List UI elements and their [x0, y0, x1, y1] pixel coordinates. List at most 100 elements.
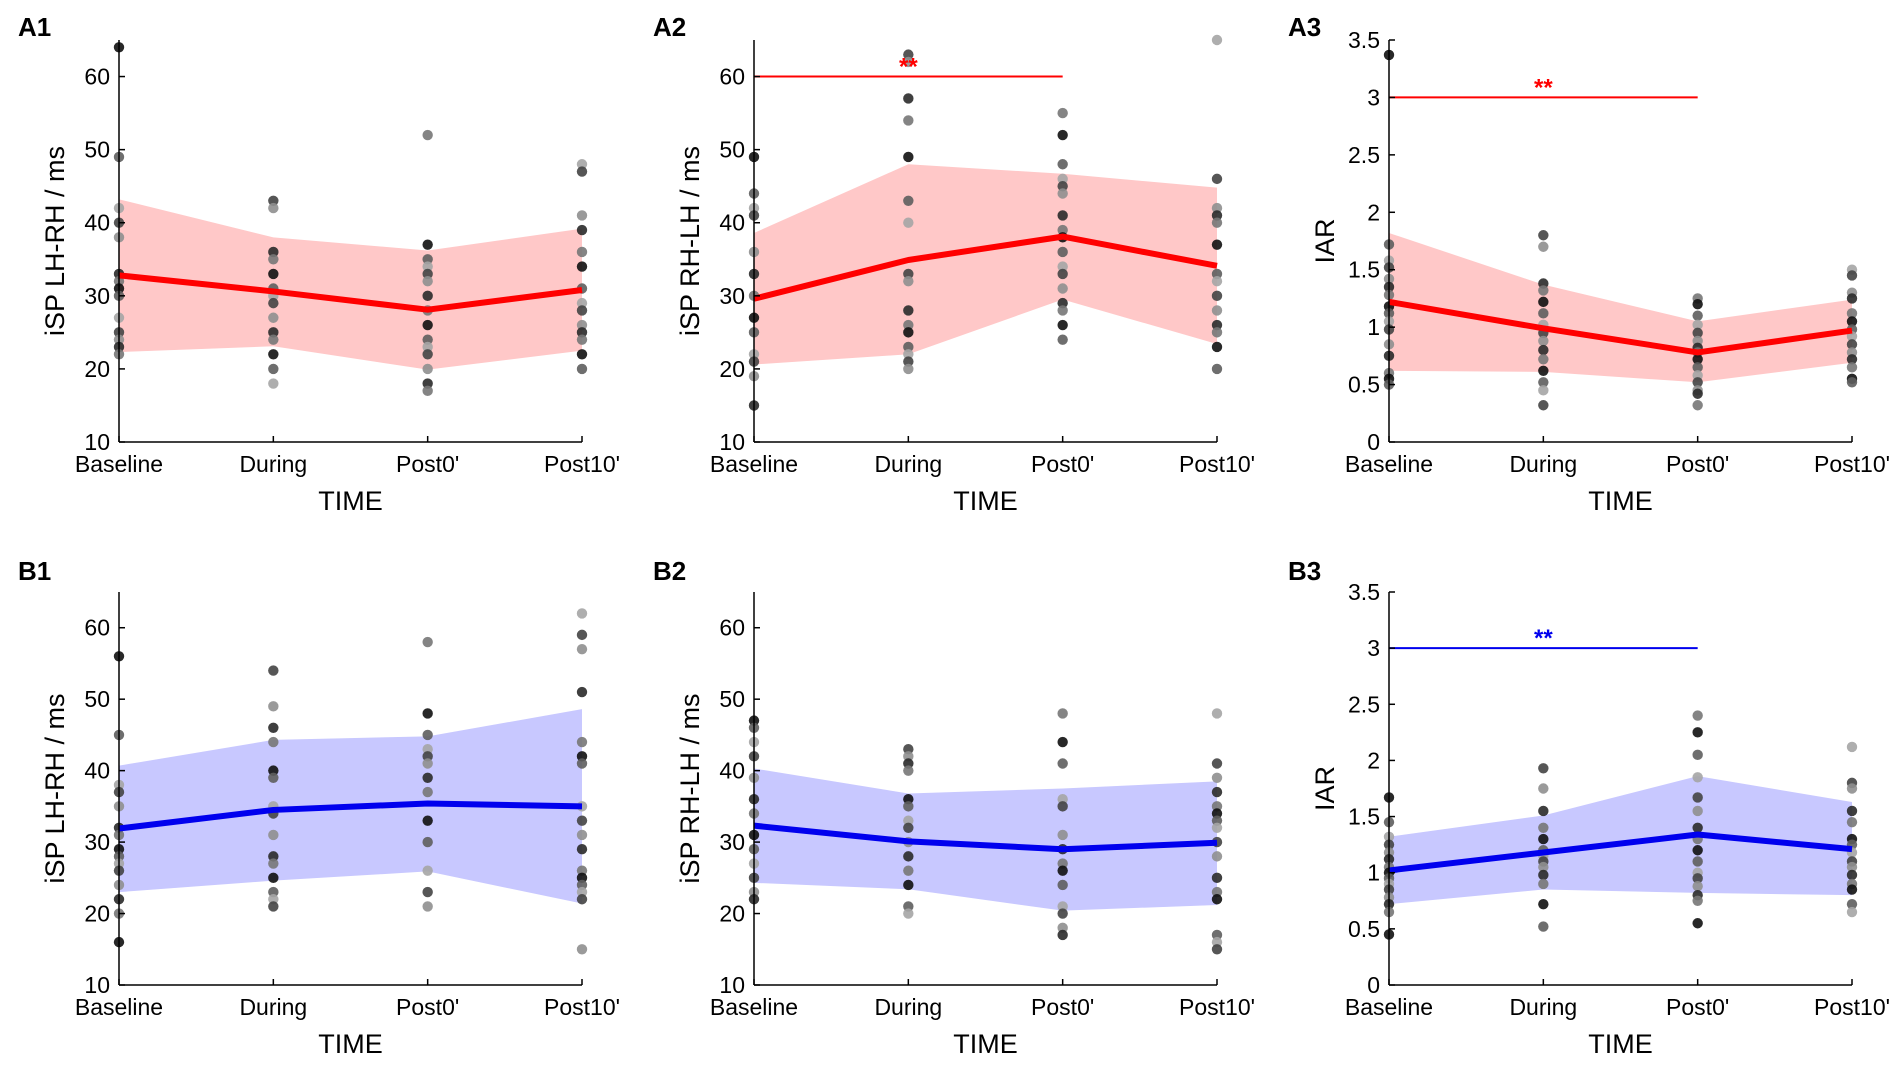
x-tick-label-a3: Baseline	[1345, 451, 1433, 477]
y-axis-title-a1: iSP LH-RH / ms	[40, 146, 70, 336]
data-point-a2	[1057, 173, 1068, 185]
mean-line-b3	[1388, 831, 1853, 874]
y-tick-label-b3: 2.5	[1348, 691, 1380, 717]
data-point-b1	[268, 701, 279, 712]
data-point-a1	[422, 334, 433, 345]
data-point-a2	[903, 115, 914, 126]
data-point-b3	[1538, 822, 1549, 833]
data-point-b3	[1538, 921, 1549, 932]
data-point-a2	[903, 327, 914, 338]
y-tick-label-a1: 60	[84, 64, 110, 90]
x-tick-label-b2: During	[874, 994, 942, 1020]
data-point-b2	[1057, 879, 1068, 891]
x-tick-label-b3: Post10'	[1814, 994, 1890, 1020]
x-tick-label-a3: Post0'	[1666, 451, 1729, 477]
data-point-a1	[422, 385, 433, 397]
data-point-a1	[422, 268, 433, 280]
y-tick-label-a1: 40	[84, 210, 110, 236]
data-point-a1	[576, 261, 588, 272]
data-point-a1	[576, 334, 588, 345]
y-tick-label-b1: 40	[84, 758, 110, 784]
data-point-a1	[576, 224, 588, 236]
x-tick-label-a2: Post10'	[1179, 451, 1255, 477]
mean-line-a2	[753, 233, 1218, 302]
y-tick-label-a3: 2	[1367, 199, 1380, 225]
significance-label-a2: **	[899, 54, 918, 81]
y-tick-label-a1: 20	[84, 356, 110, 382]
y-tick-label-a1: 30	[84, 283, 110, 309]
y-tick-label-b3: 1	[1367, 860, 1380, 886]
data-point-a3	[1538, 241, 1549, 252]
data-point-a1	[576, 319, 588, 331]
data-point-a3	[1538, 400, 1549, 411]
data-point-a3	[1846, 270, 1858, 281]
panel-label-b2: B2	[653, 556, 686, 586]
y-tick-label-a3: 0.5	[1348, 372, 1380, 398]
confidence-band-b3	[1389, 776, 1852, 905]
x-tick-label-a1: Post0'	[396, 451, 459, 477]
data-point-b2	[1211, 822, 1223, 833]
data-point-b2	[903, 851, 914, 862]
data-point-b3	[1846, 906, 1858, 918]
mean-line-b2	[753, 822, 1218, 853]
data-point-a3	[1692, 400, 1703, 411]
data-point-b3	[1538, 861, 1549, 873]
data-point-a1	[268, 246, 279, 258]
confidence-band-a1	[119, 199, 582, 370]
data-point-a2	[1057, 283, 1068, 294]
y-tick-label-b1: 50	[84, 686, 110, 712]
x-axis-title-b2: TIME	[953, 1029, 1018, 1059]
data-point-b2	[903, 822, 914, 833]
y-tick-label-a2: 20	[719, 356, 745, 382]
y-tick-label-b1: 10	[84, 972, 110, 998]
data-point-a3	[1692, 362, 1703, 373]
data-point-a3	[1846, 339, 1858, 350]
x-tick-label-a1: During	[239, 451, 307, 477]
mean-line-a1	[118, 272, 583, 313]
data-point-b1	[422, 729, 433, 741]
data-point-b2	[1057, 829, 1068, 841]
data-point-b2	[1211, 894, 1223, 905]
data-point-b3	[1538, 869, 1549, 881]
data-point-b1	[422, 744, 433, 755]
data-point-b1	[268, 665, 279, 676]
data-point-b2	[1057, 794, 1068, 805]
data-point-a3	[1538, 354, 1549, 365]
data-point-a1	[268, 312, 279, 323]
data-point-b1	[268, 765, 279, 776]
data-point-a3	[1846, 293, 1858, 304]
data-point-b3	[1846, 816, 1858, 828]
data-point-b1	[576, 829, 588, 841]
x-tick-label-b1: Post0'	[396, 994, 459, 1020]
y-tick-label-a2: 10	[719, 429, 745, 455]
data-point-b2	[1211, 758, 1223, 769]
data-point-a1	[422, 129, 433, 141]
data-point-b3	[1692, 918, 1703, 929]
data-point-b1	[422, 836, 433, 848]
data-point-b1	[576, 844, 588, 855]
data-point-b2	[903, 879, 914, 891]
data-point-a2	[1057, 319, 1068, 331]
data-point-a2	[903, 349, 914, 360]
y-axis-title-a3: IAR	[1310, 218, 1340, 263]
data-point-b2	[903, 794, 914, 805]
data-point-b3	[1846, 884, 1858, 895]
data-point-a2	[1211, 327, 1223, 338]
y-tick-label-b3: 0	[1367, 972, 1380, 998]
data-point-b1	[422, 751, 433, 762]
x-tick-label-b1: Post10'	[544, 994, 620, 1020]
data-point-b2	[1057, 858, 1068, 869]
data-point-b2	[1211, 851, 1223, 862]
data-point-a3	[1538, 385, 1549, 396]
data-point-a3	[1846, 377, 1858, 388]
data-point-a2	[903, 49, 914, 60]
data-point-b1	[422, 865, 433, 876]
data-point-b1	[576, 865, 588, 876]
data-point-a1	[268, 268, 279, 280]
data-point-b3	[1692, 873, 1703, 884]
data-point-b2	[1057, 708, 1068, 719]
data-point-b2	[1211, 772, 1223, 783]
panel-b2: B2 10 20 30 40 50 60 Baseline During Post0' Post10…	[653, 556, 1255, 1059]
